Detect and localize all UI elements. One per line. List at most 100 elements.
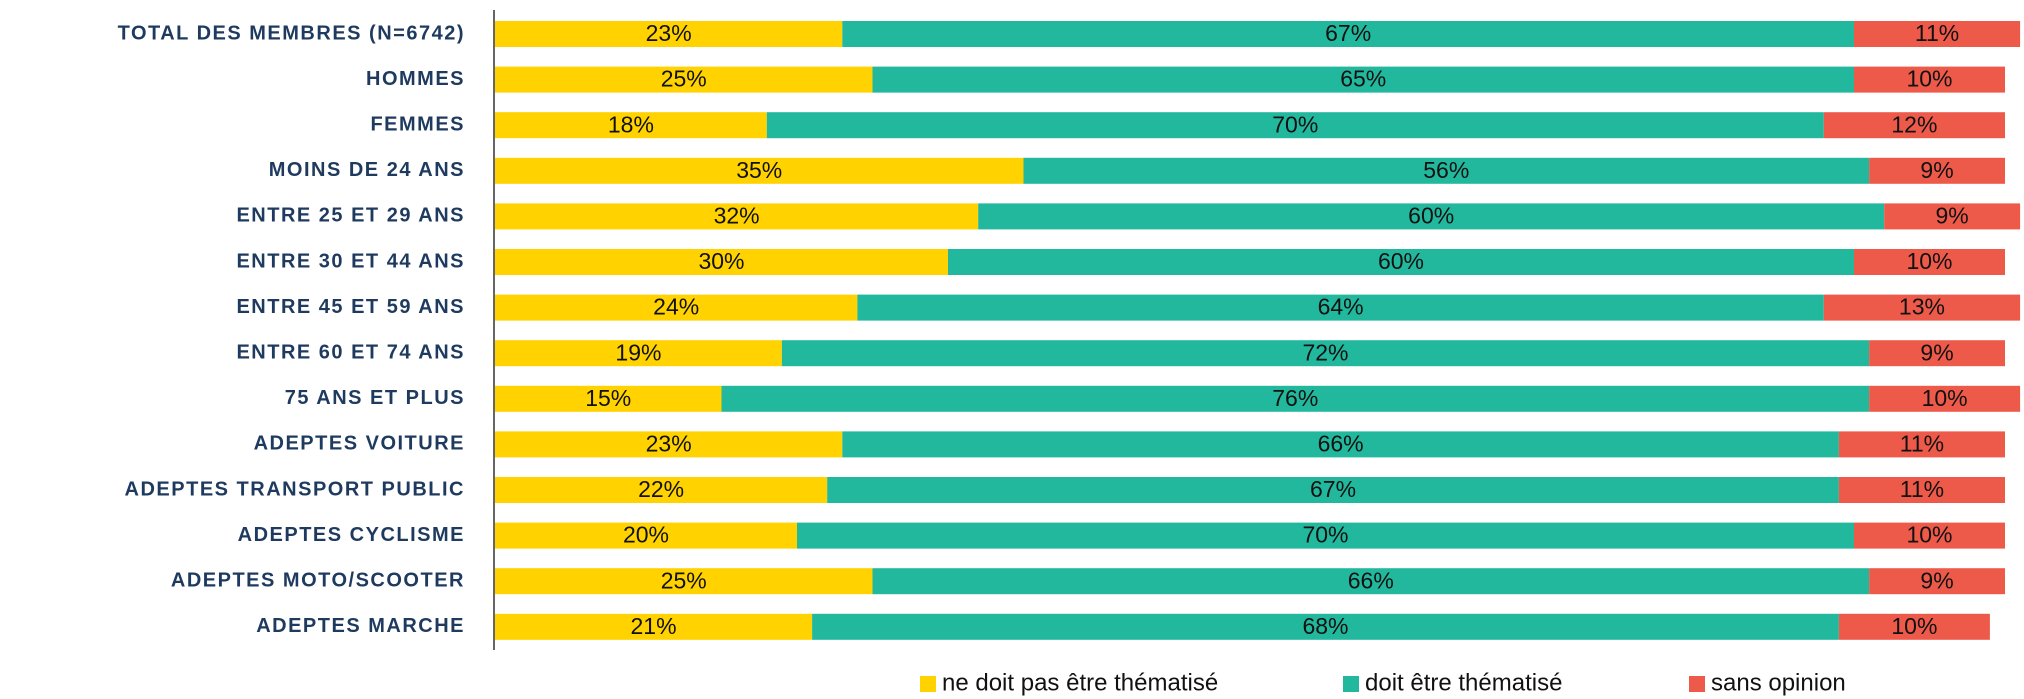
value-label: 20%	[623, 522, 669, 548]
bar-segment	[1838, 613, 1990, 640]
bar-segment	[1854, 66, 2005, 93]
value-label: 15%	[585, 385, 631, 411]
category-label: ADEPTES CYCLISME	[238, 524, 465, 546]
value-label: 24%	[653, 294, 699, 320]
value-label: 60%	[1408, 202, 1454, 228]
value-label: 64%	[1318, 294, 1364, 320]
value-label: 70%	[1272, 111, 1318, 137]
bar-segment	[1854, 522, 2005, 549]
category-label: HOMMES	[366, 68, 465, 90]
bar-segment	[797, 522, 1854, 549]
bar-segment	[948, 249, 1854, 275]
bar-segment	[1023, 157, 1870, 184]
bar-segment	[1884, 203, 2021, 230]
value-label: 76%	[1272, 385, 1318, 411]
bar-segment	[827, 477, 1839, 503]
value-label: 9%	[1920, 567, 1953, 593]
value-label: 23%	[646, 20, 692, 46]
bar-segment	[495, 385, 722, 412]
value-label: 35%	[736, 157, 782, 183]
value-label: 56%	[1423, 157, 1469, 183]
bar-segment	[1823, 112, 2005, 139]
category-label: ENTRE 60 ET 74 ANS	[236, 341, 465, 363]
value-label: 13%	[1899, 294, 1945, 320]
value-label: 25%	[661, 567, 707, 593]
bar-segment	[495, 203, 979, 230]
bar-segment	[495, 157, 1024, 184]
value-label: 9%	[1936, 202, 1969, 228]
bar-segment	[495, 21, 843, 47]
category-label: MOINS DE 24 ANS	[269, 159, 465, 181]
value-label: 66%	[1318, 430, 1364, 456]
value-label: 32%	[714, 202, 760, 228]
legend-label: ne doit pas être thématisé	[942, 669, 1218, 696]
value-label: 11%	[1915, 20, 1959, 46]
bar-segment	[495, 431, 843, 458]
bar-segment	[495, 294, 858, 321]
bar-segment	[495, 112, 767, 139]
bar-segment	[842, 431, 1839, 458]
bar-segment	[812, 613, 1839, 640]
bar-segment	[1838, 477, 2005, 503]
category-label: FEMMES	[370, 113, 465, 135]
value-label: 10%	[1891, 613, 1937, 639]
category-label: ADEPTES TRANSPORT PUBLIC	[125, 478, 465, 500]
category-label: ENTRE 25 ET 29 ANS	[236, 205, 465, 227]
bar-segment	[872, 568, 1870, 595]
bar-segment	[1869, 340, 2005, 367]
value-label: 12%	[1891, 111, 1937, 137]
bar-segment	[495, 522, 797, 549]
value-label: 25%	[661, 66, 707, 92]
category-label: ADEPTES VOITURE	[254, 433, 465, 455]
bar-segment	[495, 477, 828, 503]
value-label: 10%	[1906, 66, 1952, 92]
bar-segment	[1854, 249, 2005, 275]
value-label: 72%	[1302, 339, 1348, 365]
category-label: ENTRE 45 ET 59 ANS	[236, 296, 465, 318]
value-label: 30%	[698, 248, 744, 274]
value-label: 67%	[1325, 20, 1371, 46]
legend-swatch	[1689, 676, 1705, 692]
bar-segment	[1854, 21, 2021, 47]
bar-segment	[842, 21, 1854, 47]
value-label: 23%	[646, 430, 692, 456]
bar-segment	[857, 294, 1824, 321]
bar-segment	[495, 613, 813, 640]
value-label: 68%	[1302, 613, 1348, 639]
value-label: 9%	[1920, 157, 1953, 183]
value-label: 10%	[1906, 248, 1952, 274]
value-label: 18%	[608, 111, 654, 137]
value-label: 11%	[1900, 476, 1944, 502]
value-label: 67%	[1310, 476, 1356, 502]
value-label: 65%	[1340, 66, 1386, 92]
bar-segment	[495, 66, 873, 93]
bar-segment	[721, 385, 1870, 412]
bar-segment	[781, 340, 1870, 367]
value-label: 19%	[615, 339, 661, 365]
category-label: TOTAL DES MEMBRES (N=6742)	[118, 22, 465, 44]
bar-segment	[1869, 157, 2005, 184]
value-label: 60%	[1378, 248, 1424, 274]
value-label: 22%	[638, 476, 684, 502]
bar-segment	[766, 112, 1824, 139]
value-label: 10%	[1906, 522, 1952, 548]
value-label: 10%	[1922, 385, 1968, 411]
value-label: 66%	[1348, 567, 1394, 593]
bar-segment	[1838, 431, 2005, 458]
bar-segment	[495, 249, 948, 275]
bar-segment	[872, 66, 1854, 93]
legend-swatch	[920, 676, 936, 692]
bar-segment	[495, 568, 873, 595]
category-label: ADEPTES MARCHE	[256, 615, 465, 637]
bar-segment	[1869, 568, 2005, 595]
value-label: 11%	[1900, 430, 1944, 456]
bar-segment	[978, 203, 1885, 230]
category-label: ADEPTES MOTO/SCOOTER	[171, 569, 465, 591]
category-label: 75 ANS ET PLUS	[285, 387, 465, 409]
legend-label: sans opinion	[1711, 669, 1846, 696]
category-label: ENTRE 30 ET 44 ANS	[236, 250, 465, 272]
bar-segment	[495, 340, 782, 367]
legend-swatch	[1343, 676, 1359, 692]
value-label: 9%	[1920, 339, 1953, 365]
